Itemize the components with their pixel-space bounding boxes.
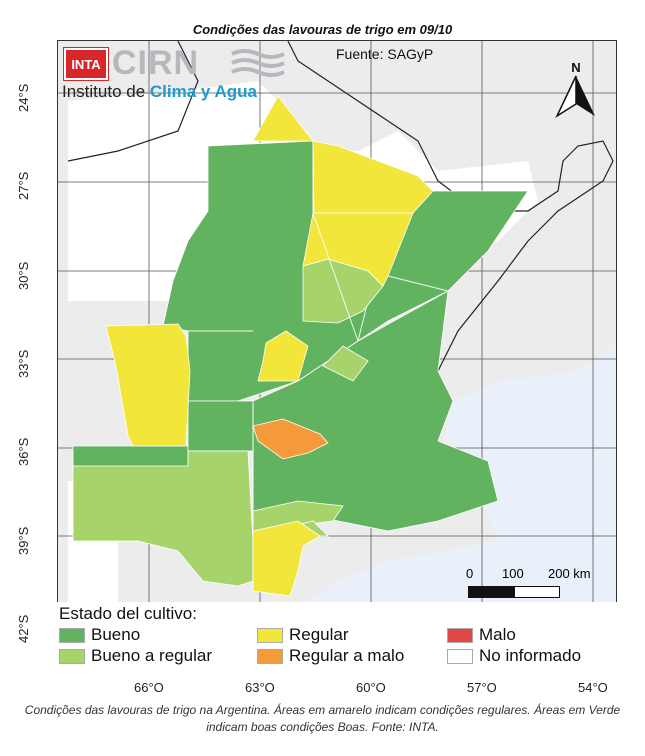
north-label: N xyxy=(571,60,580,75)
legend-label: Regular a malo xyxy=(289,646,405,665)
figure-caption: Condições das lavouras de trigo na Argen… xyxy=(24,703,621,734)
institute-name-plain: Instituto de xyxy=(62,82,150,101)
legend-label: Bueno xyxy=(91,625,141,644)
legend-swatch xyxy=(447,627,473,643)
scale-bar-white xyxy=(514,586,560,598)
region-regular-malo xyxy=(252,418,329,460)
lat-label-39: 39°S xyxy=(16,526,31,555)
waves-icon xyxy=(231,49,285,77)
lat-label-42: 42°S xyxy=(16,614,31,643)
lat-label-36: 36°S xyxy=(16,437,31,466)
institute-name-accent: Clima y Agua xyxy=(149,82,257,101)
legend: Estado del cultivo: Bueno Bueno a regula… xyxy=(57,602,617,668)
cirn-wordmark: CIRN xyxy=(112,44,200,82)
legend-label: Malo xyxy=(479,625,516,644)
lat-label-33: 33°S xyxy=(16,349,31,378)
legend-title: Estado del cultivo: xyxy=(59,604,197,623)
legend-swatch xyxy=(447,648,473,664)
lon-label-63: 63°O xyxy=(245,680,275,695)
legend-swatch xyxy=(257,627,283,643)
scale-bar: 0 100 200 km xyxy=(466,566,606,606)
inta-cirn-logo: INTA CIRN Instituto de Clima y Agua xyxy=(60,44,292,102)
region-regular xyxy=(105,95,434,597)
north-arrow-icon: N xyxy=(555,60,595,119)
scale-tick-100: 100 xyxy=(502,566,524,581)
legend-swatch xyxy=(59,648,85,664)
lat-label-30: 30°S xyxy=(16,261,31,290)
legend-item-bueno-regular: Bueno a regular xyxy=(59,646,212,665)
legend-swatch xyxy=(257,648,283,664)
legend-item-no-informado: No informado xyxy=(447,646,582,665)
legend-label: Regular xyxy=(289,625,349,644)
lon-label-66: 66°O xyxy=(134,680,164,695)
ocean xyxy=(298,342,616,667)
lon-label-54: 54°O xyxy=(578,680,608,695)
legend-item-regular: Regular xyxy=(257,625,349,644)
legend-label: Bueno a regular xyxy=(91,646,212,665)
map-title: Condições das lavouras de trigo em 09/10 xyxy=(192,22,453,37)
scale-tick-200: 200 km xyxy=(548,566,591,581)
institute-name: Instituto de Clima y Agua xyxy=(62,82,257,102)
scale-bar-black xyxy=(468,586,516,598)
province-borders xyxy=(188,141,449,511)
legend-swatch xyxy=(59,627,85,643)
lon-label-60: 60°O xyxy=(356,680,386,695)
legend-item-malo: Malo xyxy=(447,625,516,644)
inta-badge: INTA xyxy=(63,47,109,81)
lon-label-57: 57°O xyxy=(467,680,497,695)
source-label: Fuente: SAGyP xyxy=(336,46,434,62)
scale-tick-0: 0 xyxy=(466,566,474,581)
country-borders xyxy=(67,41,614,372)
legend-item-bueno: Bueno xyxy=(59,625,141,644)
lat-label-27: 27°S xyxy=(16,171,31,200)
legend-item-regular-malo: Regular a malo xyxy=(257,646,405,665)
lat-label-24: 24°S xyxy=(16,83,31,112)
legend-label: No informado xyxy=(479,646,582,665)
